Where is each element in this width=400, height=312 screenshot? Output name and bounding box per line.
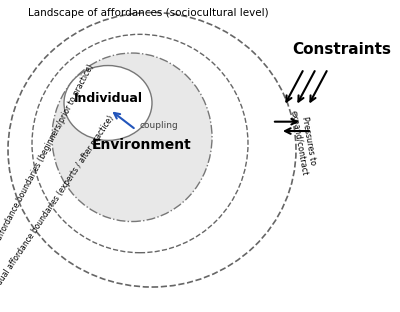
Text: Landscape of affordances (sociocultural level): Landscape of affordances (sociocultural … — [28, 8, 268, 18]
Ellipse shape — [52, 53, 212, 222]
Text: coupling: coupling — [139, 121, 178, 129]
Ellipse shape — [64, 66, 152, 140]
Text: Individual affordance boundaries (beginners/prior to practice): Individual affordance boundaries (beginn… — [0, 63, 96, 277]
Text: Constraints: Constraints — [292, 42, 392, 57]
Text: Environment: Environment — [92, 138, 192, 152]
Text: Individual: Individual — [74, 92, 142, 105]
Text: Pressures to
expand/contract: Pressures to expand/contract — [289, 108, 319, 176]
Text: Individual affordance boundaries (experts / after practice): Individual affordance boundaries (expert… — [0, 114, 116, 304]
